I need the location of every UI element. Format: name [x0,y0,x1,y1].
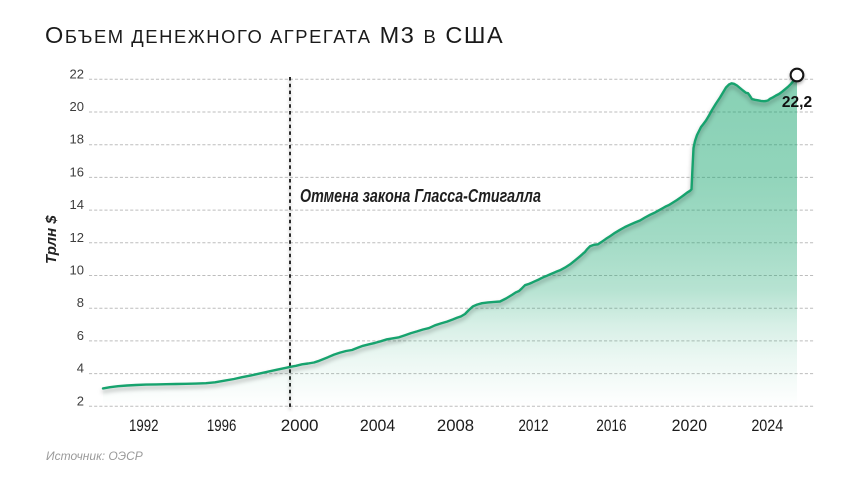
svg-text:1992: 1992 [129,417,158,436]
svg-text:12: 12 [70,230,84,245]
svg-text:2016: 2016 [596,417,626,436]
svg-text:22: 22 [70,66,84,81]
svg-text:Отмена закона Гласса-Стигалла: Отмена закона Гласса-Стигалла [300,185,541,206]
svg-text:18: 18 [70,132,84,147]
svg-text:8: 8 [77,295,84,310]
svg-text:2004: 2004 [360,417,395,436]
svg-text:2024: 2024 [751,417,783,435]
svg-text:16: 16 [70,164,84,179]
svg-text:10: 10 [70,263,84,278]
svg-text:2000: 2000 [281,416,319,435]
svg-text:6: 6 [77,328,84,343]
svg-text:2008: 2008 [437,416,474,435]
svg-text:4: 4 [77,361,84,376]
svg-text:2012: 2012 [518,417,548,436]
svg-text:20: 20 [70,99,84,114]
svg-text:2020: 2020 [672,417,707,436]
svg-text:22,2: 22,2 [782,94,812,111]
svg-text:Трлн $: Трлн $ [43,215,60,264]
svg-text:1996: 1996 [207,417,236,436]
svg-text:14: 14 [70,197,84,212]
svg-text:2: 2 [77,393,84,408]
